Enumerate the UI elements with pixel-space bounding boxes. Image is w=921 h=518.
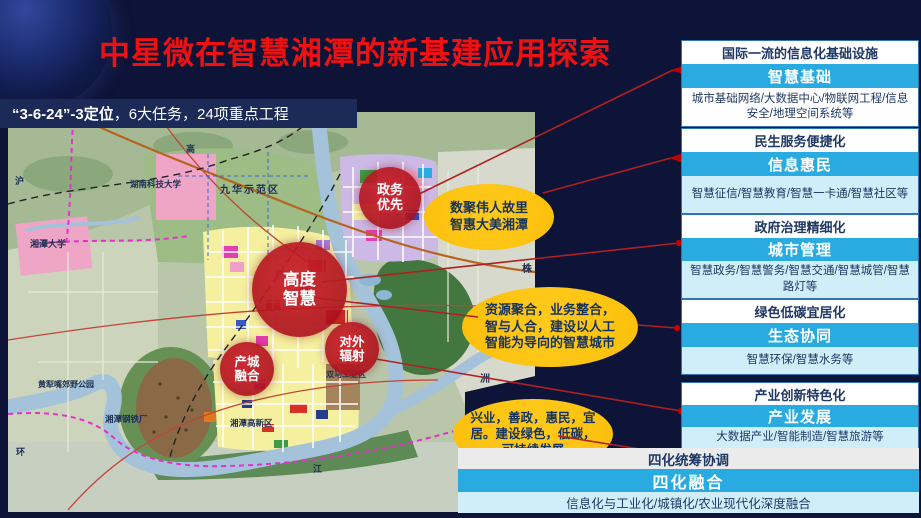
panel-ecological-synergy: 绿色低碳宜居化 生态协同 智慧环保/智慧水务等 [681,299,919,375]
city-planning-map: 沪 高 湖南科技大学 九华示范区 湘潭大学 黄犁嘴郊野公园 湘潭钢铁厂 湘潭高新… [8,112,535,512]
map-label-steelworks: 湘潭钢铁厂 [105,414,148,424]
panel-banner: 产业发展 [682,405,918,427]
panel-title: 产业创新特色化 [682,383,918,405]
panel-desc: 智慧政务/智慧警务/智慧交通/智慧城管/智慧路灯等 [682,261,918,298]
panel-four-modernizations: 四化统筹协调 四化融合 信息化与工业化/城镇化/农业现代化深度融合 [458,448,919,513]
page-title: 中星微在智慧湘潭的新基建应用探索 [99,36,611,71]
callout-integration: 资源聚合，业务整合， 智与人合，建设以人工 智能为导向的智慧城市 [462,287,638,367]
map-circle-outward-radiation: 对外 辐射 [325,322,379,376]
map-label-park: 黄犁嘴郊野公园 [38,380,94,389]
industrial-speckles [152,382,194,434]
minor-routes [178,152,308,262]
map-label-xtu: 湘潭大学 [30,239,67,249]
panel-banner: 智慧基础 [682,64,918,88]
panel-banner: 城市管理 [682,238,918,261]
map-label-hightech: 湘潭高新区 [230,418,273,428]
map-label-huan: 环 [16,447,26,457]
map-label-zhou: 洲 [480,374,490,385]
panel-desc: 城市基础网络/大数据中心/物联网工程/信息安全/地理空间系统等 [682,88,918,126]
railway [8,112,341,458]
map-label-gao: 高 [186,144,196,154]
panel-title: 政府治理精细化 [682,215,918,238]
map-circle-government-first: 政务 优先 [359,167,421,229]
map-label-zhu: 株 [522,264,532,275]
panel-title: 国际一流的信息化基础设施 [682,41,918,64]
panel-desc: 智慧环保/智慧水务等 [682,347,918,374]
panel-smart-foundation: 国际一流的信息化基础设施 智慧基础 城市基础网络/大数据中心/物联网工程/信息安… [681,40,919,127]
panel-city-management: 政府治理精细化 城市管理 智慧政务/智慧警务/智慧交通/智慧城管/智慧路灯等 [681,214,919,299]
map-circle-industry-city: 产城 融合 [220,342,274,396]
subtitle-rest: ，6大任务，24项重点工程 [113,106,289,123]
panel-information-benefit: 民生服务便捷化 信息惠民 智慧征信/智慧教育/智慧一卡通/智慧社区等 [681,128,919,214]
panel-banner: 信息惠民 [682,152,918,176]
panel-desc: 信息化与工业化/城镇化/农业现代化深度融合 [458,492,919,513]
panel-desc: 大数据产业/智能制造/智慧旅游等 [682,427,918,448]
panel-industry-development: 产业创新特色化 产业发展 大数据产业/智能制造/智慧旅游等 [681,382,919,449]
map-circle-high-intelligence: 高度 智慧 [252,242,347,337]
panel-banner: 四化融合 [458,469,919,492]
map-label-jiuhua: 九华示范区 [220,185,280,196]
panel-title: 民生服务便捷化 [682,129,918,152]
panel-banner: 生态协同 [682,323,918,347]
panel-title: 绿色低碳宜居化 [682,300,918,323]
callout-data-city: 数聚伟人故里 智惠大美湘潭 [424,184,554,250]
panel-title: 四化统筹协调 [458,448,919,469]
map-label-jiang: 江 [313,464,323,474]
panel-desc: 智慧征信/智慧教育/智慧一卡通/智慧社区等 [682,176,918,213]
map-label-hnust: 湖南科技大学 [130,179,182,189]
subtitle-bar: “3-6-24”-3定位 ，6大任务，24项重点工程 [0,99,357,128]
subtitle-bold: “3-6-24”-3定位 [12,106,114,123]
map-label-hu: 沪 [15,176,25,186]
